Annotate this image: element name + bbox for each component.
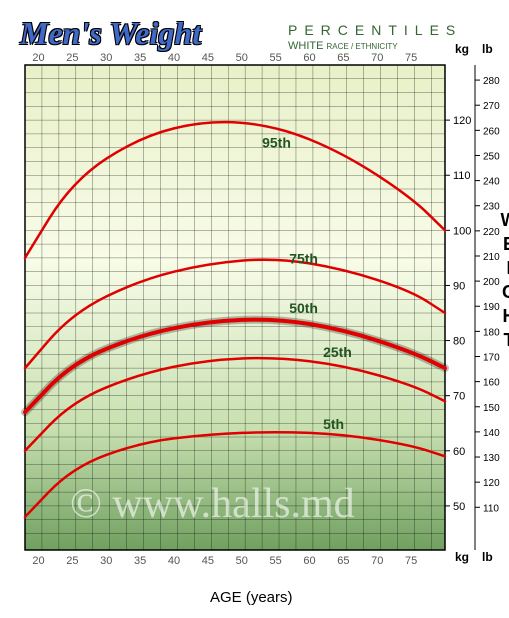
- svg-text:70: 70: [371, 555, 383, 567]
- svg-text:130: 130: [483, 453, 500, 464]
- svg-text:150: 150: [483, 403, 500, 414]
- subtitle2-main: WHITE: [288, 40, 323, 52]
- svg-text:170: 170: [483, 353, 500, 364]
- kg-label-top: kg: [455, 42, 469, 56]
- chart-title: Men's Weight: [20, 15, 201, 52]
- svg-text:65: 65: [337, 555, 349, 567]
- subtitle2-small: RACE / ETHNICITY: [327, 42, 398, 51]
- svg-text:60: 60: [453, 446, 465, 458]
- svg-text:260: 260: [483, 126, 500, 137]
- svg-text:30: 30: [100, 555, 112, 567]
- svg-text:40: 40: [168, 52, 180, 64]
- svg-text:95th: 95th: [262, 135, 291, 151]
- svg-text:45: 45: [202, 555, 214, 567]
- svg-text:75th: 75th: [289, 250, 318, 266]
- svg-text:5th: 5th: [323, 416, 344, 432]
- svg-text:75: 75: [405, 555, 417, 567]
- svg-text:70: 70: [371, 52, 383, 64]
- svg-text:20: 20: [32, 52, 44, 64]
- svg-text:25: 25: [66, 555, 78, 567]
- svg-text:30: 30: [100, 52, 112, 64]
- lb-label-top: lb: [482, 42, 493, 56]
- svg-text:120: 120: [483, 478, 500, 489]
- svg-text:270: 270: [483, 101, 500, 112]
- svg-text:60: 60: [303, 52, 315, 64]
- chart-container: Men's Weight PERCENTILES WHITE RACE / ET…: [10, 10, 509, 608]
- svg-text:110: 110: [483, 503, 499, 514]
- svg-text:65: 65: [337, 52, 349, 64]
- svg-text:25: 25: [66, 52, 78, 64]
- svg-text:50: 50: [453, 501, 465, 513]
- svg-text:40: 40: [168, 555, 180, 567]
- svg-text:35: 35: [134, 555, 146, 567]
- svg-text:160: 160: [483, 378, 500, 389]
- svg-text:250: 250: [483, 151, 500, 162]
- svg-text:100: 100: [453, 225, 471, 237]
- chart-subtitle: PERCENTILES: [288, 22, 462, 38]
- svg-text:20: 20: [32, 555, 44, 567]
- lb-label-bot: lb: [482, 550, 493, 564]
- weight-axis-label: WEIGHT: [498, 210, 509, 354]
- svg-text:45: 45: [202, 52, 214, 64]
- svg-text:55: 55: [270, 555, 282, 567]
- svg-text:70: 70: [453, 391, 465, 403]
- svg-text:25th: 25th: [323, 344, 352, 360]
- kg-label-bot: kg: [455, 550, 469, 564]
- chart-subtitle2: WHITE RACE / ETHNICITY: [288, 40, 398, 52]
- svg-text:35: 35: [134, 52, 146, 64]
- svg-text:240: 240: [483, 177, 500, 188]
- svg-text:120: 120: [453, 115, 471, 127]
- svg-text:90: 90: [453, 280, 465, 292]
- svg-text:55: 55: [270, 52, 282, 64]
- svg-text:140: 140: [483, 428, 500, 439]
- svg-text:75: 75: [405, 52, 417, 64]
- svg-text:110: 110: [453, 170, 471, 182]
- svg-text:50th: 50th: [289, 300, 318, 316]
- svg-text:50: 50: [236, 555, 248, 567]
- percentile-chart: 20 20 25 25 30 30 35 35 40 40 45 45 50 50 55 55 60 60 65 65…: [10, 10, 509, 608]
- svg-text:80: 80: [453, 336, 465, 348]
- svg-text:60: 60: [303, 555, 315, 567]
- svg-text:50: 50: [236, 52, 248, 64]
- svg-text:280: 280: [483, 76, 500, 87]
